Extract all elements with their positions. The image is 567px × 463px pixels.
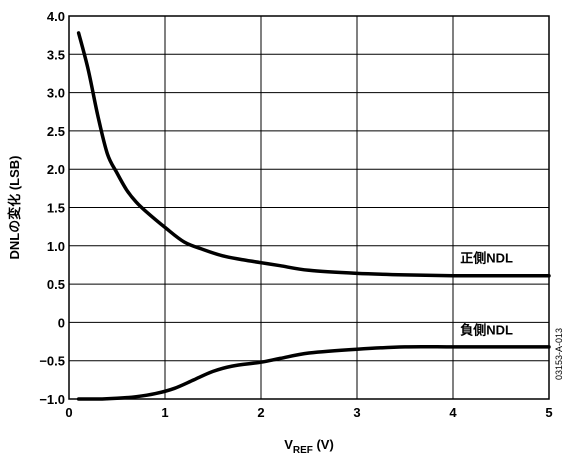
- x-axis-title-subscript: REF: [293, 445, 313, 456]
- x-axis-title: VREF (V): [284, 437, 334, 456]
- series-annotations: 正側NDL 負側NDL: [460, 251, 513, 338]
- y-tick-label: 0.5: [47, 277, 65, 292]
- series-line: [76, 344, 551, 401]
- y-tick-label: 1.5: [47, 201, 65, 216]
- x-tick-label: 2: [257, 405, 264, 420]
- plot-area-frame: [68, 15, 550, 400]
- x-tick-label: 5: [545, 405, 552, 420]
- y-tick-label: 3.5: [47, 47, 65, 62]
- y-tick-label: 4.0: [47, 9, 65, 24]
- y-tick-label: 2.0: [47, 162, 65, 177]
- y-tick-label: −0.5: [39, 354, 65, 369]
- x-tick-label: 3: [353, 405, 360, 420]
- x-tick-label: 0: [65, 405, 72, 420]
- series-annotation: 負側NDL: [460, 323, 513, 338]
- x-tick-label: 1: [161, 405, 168, 420]
- y-tick-label: 0: [58, 315, 65, 330]
- y-tick-label: 2.5: [47, 124, 65, 139]
- y-axis-title: DNLの変化 (LSB): [7, 156, 22, 260]
- y-tick-label: 1.0: [47, 239, 65, 254]
- x-axis-title-unit: (V): [313, 437, 334, 452]
- series-annotation: 正側NDL: [460, 251, 513, 266]
- y-axis-tick-labels: 4.0 3.5 3.0 2.5 2.0 1.5 1.0 0.5 0 −0.5 −1.0: [39, 9, 65, 407]
- series-line: [76, 31, 551, 278]
- data-series: [76, 31, 551, 401]
- x-axis-tick-labels: 0 1 2 3 4 5: [65, 405, 552, 420]
- grid-lines: [69, 16, 549, 399]
- y-tick-label: 3.0: [47, 86, 65, 101]
- x-tick-label: 4: [449, 405, 457, 420]
- x-axis-title-main: V: [284, 437, 293, 452]
- figure-id: 03153-A-013: [554, 328, 564, 380]
- y-tick-label: −1.0: [39, 392, 65, 407]
